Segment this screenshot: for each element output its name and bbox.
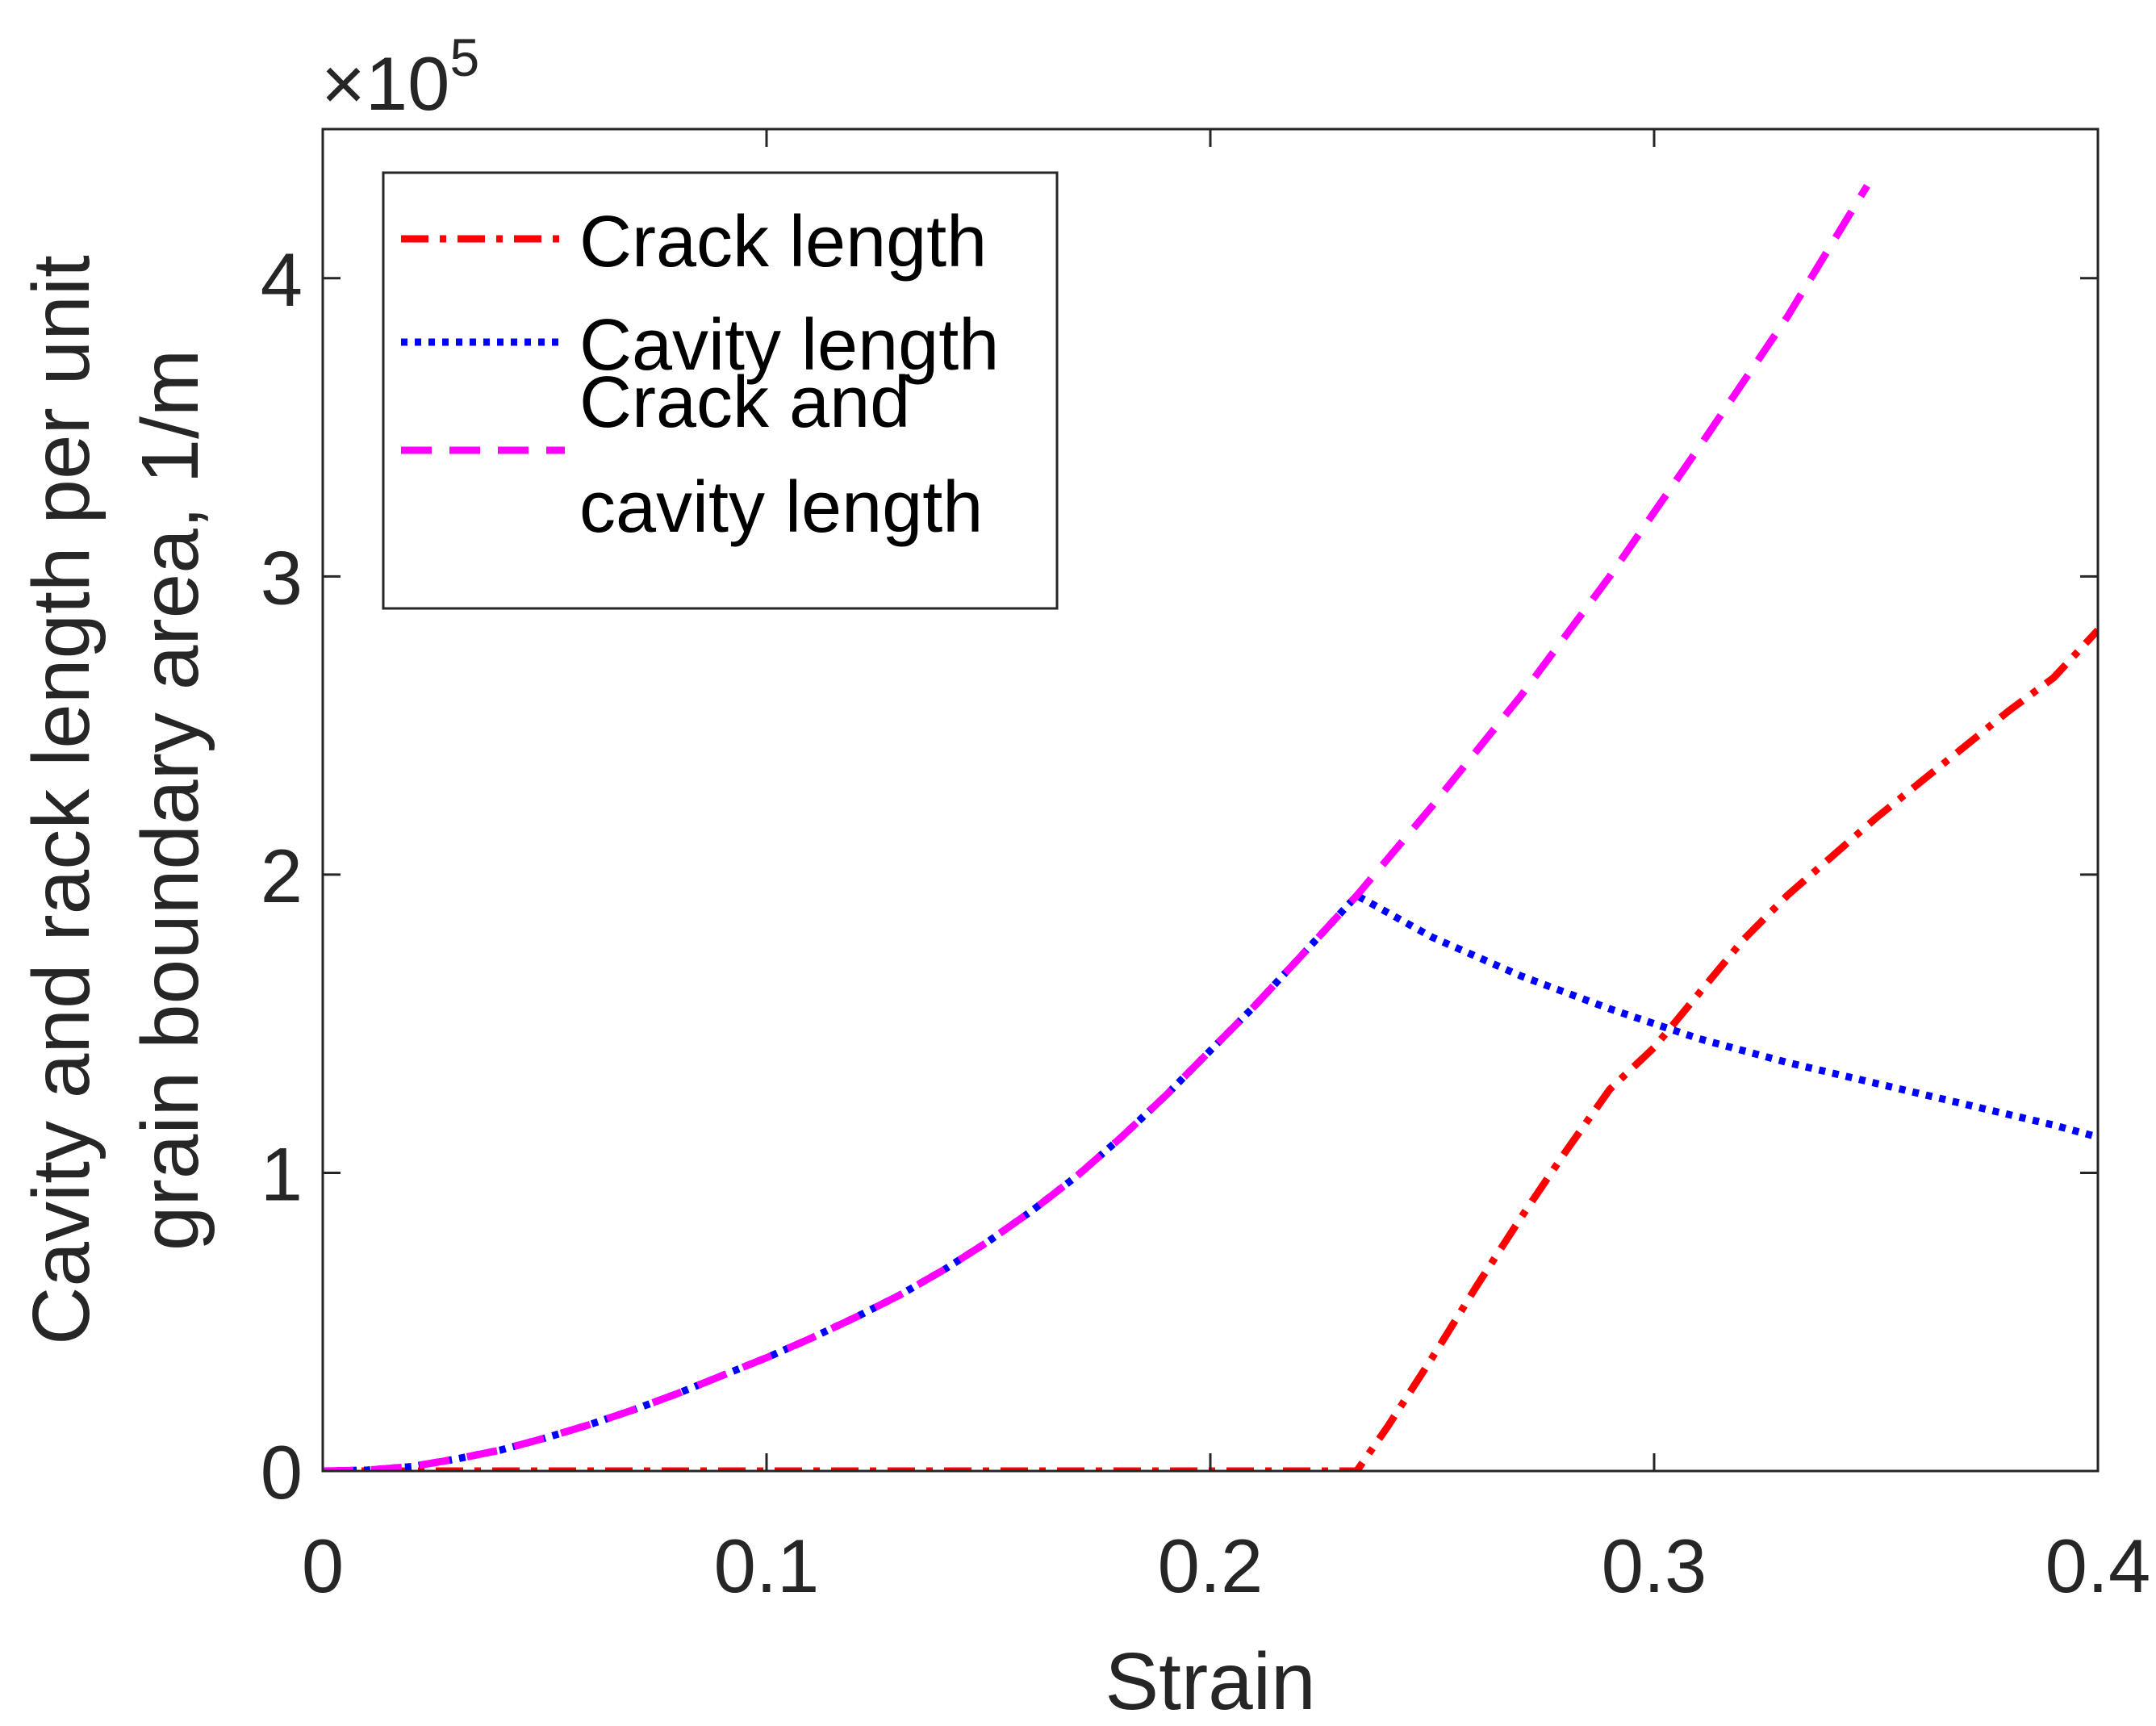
legend-label: Cavity length [579,305,999,386]
series-line-3 [323,183,1870,1471]
y-axis-label-line: Cavity and rack length per unit [16,255,107,1345]
y-scale-exponent-label: ×105 [321,27,479,126]
y-scale-base: ×10 [321,41,449,126]
x-tick-label: 0.1 [714,1523,820,1608]
x-axis-label: Strain [1105,1636,1315,1726]
axes-layer [321,127,2100,1473]
label-layer: 0 0.1 0.2 0.3 0.4 0 1 2 3 4 ×105 Strain Cavity and r… [16,27,2150,1726]
legend-label: Crack length [579,202,987,282]
legend-label: cavity length [579,467,983,548]
y-scale-exponent: 5 [449,27,479,87]
legend-box [382,171,1059,610]
series-layer [323,183,2098,1471]
legend-label: Crack and [579,362,910,443]
series-line-1 [323,627,2098,1471]
x-tick-label: 0.4 [2045,1523,2151,1608]
y-tick-label: 4 [261,237,303,322]
x-tick-label: 0 [302,1523,344,1608]
y-tick-label: 3 [261,535,303,620]
y-tick-label: 2 [261,834,303,918]
y-tick-label: 0 [261,1430,303,1515]
y-axis-label: Cavity and rack length per unit grain bou… [16,255,215,1345]
y-axis-label-line: grain boundary area, 1/m [125,349,215,1251]
x-tick-label: 0.3 [1602,1523,1707,1608]
y-tick-label: 1 [261,1131,303,1216]
x-tick-label: 0.2 [1158,1523,1264,1608]
